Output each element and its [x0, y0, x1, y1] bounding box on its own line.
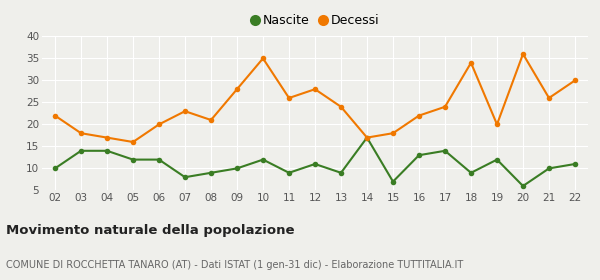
- Line: Decessi: Decessi: [52, 51, 578, 145]
- Nascite: [77, 149, 85, 153]
- Nascite: [181, 176, 188, 179]
- Decessi: [286, 96, 293, 100]
- Nascite: [571, 162, 578, 166]
- Decessi: [442, 105, 449, 108]
- Decessi: [130, 140, 137, 144]
- Nascite: [520, 184, 527, 188]
- Legend: Nascite, Decessi: Nascite, Decessi: [251, 14, 379, 27]
- Decessi: [259, 57, 266, 60]
- Decessi: [77, 132, 85, 135]
- Decessi: [233, 88, 241, 91]
- Decessi: [545, 96, 553, 100]
- Line: Nascite: Nascite: [52, 135, 578, 189]
- Nascite: [208, 171, 215, 174]
- Decessi: [103, 136, 110, 139]
- Decessi: [155, 123, 163, 126]
- Decessi: [337, 105, 344, 108]
- Decessi: [571, 79, 578, 82]
- Nascite: [364, 136, 371, 139]
- Nascite: [467, 171, 475, 174]
- Decessi: [311, 88, 319, 91]
- Nascite: [155, 158, 163, 161]
- Nascite: [442, 149, 449, 153]
- Decessi: [415, 114, 422, 117]
- Decessi: [520, 52, 527, 56]
- Decessi: [181, 109, 188, 113]
- Decessi: [467, 61, 475, 64]
- Nascite: [233, 167, 241, 170]
- Nascite: [337, 171, 344, 174]
- Nascite: [259, 158, 266, 161]
- Nascite: [389, 180, 397, 183]
- Nascite: [415, 153, 422, 157]
- Decessi: [389, 132, 397, 135]
- Decessi: [52, 114, 59, 117]
- Nascite: [130, 158, 137, 161]
- Nascite: [52, 167, 59, 170]
- Text: Movimento naturale della popolazione: Movimento naturale della popolazione: [6, 224, 295, 237]
- Nascite: [286, 171, 293, 174]
- Nascite: [493, 158, 500, 161]
- Text: COMUNE DI ROCCHETTA TANARO (AT) - Dati ISTAT (1 gen-31 dic) - Elaborazione TUTTI: COMUNE DI ROCCHETTA TANARO (AT) - Dati I…: [6, 260, 463, 270]
- Nascite: [103, 149, 110, 153]
- Decessi: [493, 123, 500, 126]
- Decessi: [364, 136, 371, 139]
- Nascite: [545, 167, 553, 170]
- Nascite: [311, 162, 319, 166]
- Decessi: [208, 118, 215, 122]
